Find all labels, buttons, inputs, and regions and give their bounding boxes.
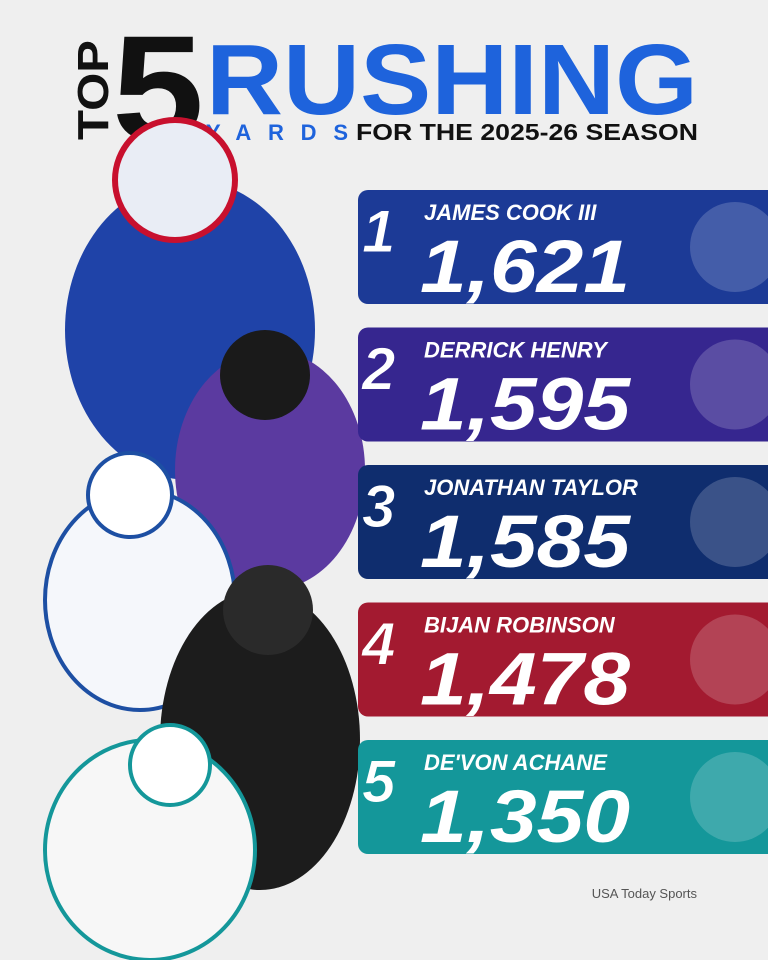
player-name: JAMES COOK III [424,200,597,225]
team-logo [690,339,768,430]
player-name: DERRICK HENRY [424,338,609,363]
player-ravens [175,350,365,590]
player-photos [43,117,365,960]
helmet [86,451,174,539]
helmet [128,723,212,807]
player-name: BIJAN ROBINSON [424,613,616,638]
team-logo [690,202,768,292]
card-background [358,327,768,442]
helmet [220,330,310,420]
rushing-yards: 1,585 [420,500,632,583]
credit: USA Today Sports [592,886,698,901]
rushing-yards: 1,350 [420,775,630,858]
card-background [358,602,768,717]
player-name: DE'VON ACHANE [424,750,608,775]
card-background [358,740,768,854]
helmet [112,117,238,243]
team-logo [690,614,768,705]
player-name: JONATHAN TAYLOR [424,475,638,500]
rushing-yards: 1,478 [420,638,631,721]
helmet [223,565,313,655]
title: RUSHING [206,24,698,136]
rushing-yards: 1,621 [420,225,630,308]
rank: 3 [362,473,395,540]
rank: 1 [362,198,395,265]
rank: 2 [361,336,395,403]
top-label: TOP [69,40,118,140]
subtitle: FOR THE 2025-26 SEASON [356,119,698,145]
card-background [358,465,768,579]
team-logo [690,477,768,567]
rank: 5 [362,748,397,815]
rank: 4 [361,611,395,678]
team-logo [690,752,768,842]
rushing-yards: 1,595 [420,363,632,446]
card-background [358,190,768,304]
